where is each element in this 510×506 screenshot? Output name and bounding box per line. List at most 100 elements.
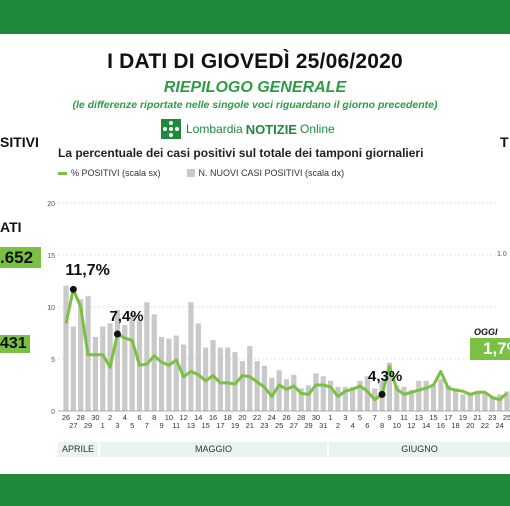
x-tick-label-34: 30 [312,413,320,422]
bar-40 [357,380,363,411]
legend-item-nuovi-casi: N. NUOVI CASI POSITIVI (scala dx) [198,168,345,178]
x-tick-label-17: 13 [187,421,195,430]
bar-60 [504,391,510,411]
x-tick-label-25: 21 [246,421,254,430]
x-tick-label-6: 2 [108,413,112,422]
x-tick-label-33: 29 [304,421,312,430]
x-tick-label-42: 7 [373,413,377,422]
annotation-dot-0 [69,285,77,293]
logo-word-lombardia: Lombardia [186,122,243,136]
x-tick-label-22: 18 [224,413,232,422]
left-panel-label: ATI [0,219,22,235]
x-tick-label-16: 12 [179,413,187,422]
bar-59 [497,394,503,411]
x-tick-label-23: 19 [231,421,239,430]
bar-39 [350,386,356,411]
bar-51 [438,379,444,411]
x-tick-label-55: 20 [466,421,474,430]
x-tick-label-15: 11 [172,421,180,430]
x-tick-label-3: 29 [84,421,92,430]
annotation-may-3: 7,4% [109,308,144,326]
x-tick-label-51: 16 [437,421,445,430]
x-tick-label-49: 14 [422,421,430,430]
bar-38 [342,386,348,411]
left-tick-label-3: 15 [47,253,55,260]
bar-29 [276,370,282,411]
x-tick-label-14: 10 [165,413,173,422]
x-tick-label-36: 1 [329,413,333,422]
bar-22 [225,347,231,411]
x-tick-label-12: 8 [152,413,156,422]
x-tick-label-56: 21 [473,413,481,422]
annotation-dot-1 [113,330,121,338]
bar-13 [158,337,165,411]
chart-title: La percentuale dei casi positivi sul tot… [58,146,424,160]
x-tick-label-26: 22 [253,413,261,422]
bar-30 [283,379,290,411]
x-tick-label-46: 11 [400,413,408,422]
x-tick-label-52: 17 [444,413,452,422]
bar-2 [78,299,84,411]
right-tick-label-0: 1.0 [497,251,507,258]
bar-24 [239,361,245,411]
month-label-aprile: APRILE [58,442,98,457]
bar-15 [173,335,179,411]
bar-26 [254,361,260,411]
x-tick-label-20: 16 [209,413,217,422]
x-tick-label-27: 23 [260,421,268,430]
bar-18 [195,323,201,411]
left-tick-label-0: 0 [51,409,55,416]
x-tick-label-28: 24 [268,413,276,422]
x-tick-label-50: 15 [429,413,437,422]
legend-bar-swatch [186,169,195,177]
annotation-peak-april: 11,7% [65,262,110,280]
x-tick-label-54: 19 [459,413,467,422]
x-tick-label-7: 3 [115,421,119,430]
bar-48 [416,380,422,411]
x-tick-label-30: 26 [282,413,290,422]
x-tick-label-10: 6 [137,413,141,422]
x-tick-label-13: 9 [159,421,163,430]
bar-7 [114,309,121,411]
bar-50 [430,385,437,411]
bar-11 [144,302,150,411]
x-tick-label-41: 6 [365,421,369,430]
month-label-giugno: GIUGNO [329,442,510,457]
bar-23 [232,352,238,411]
x-tick-label-38: 3 [343,413,347,422]
legend-item-positivi: % POSITIVI (scala sx) [71,168,161,178]
bar-45 [394,385,400,411]
bar-25 [247,346,253,411]
x-tick-label-4: 30 [91,413,99,422]
bar-57 [482,392,488,411]
today-label: OGGI [474,327,498,337]
x-tick-label-31: 27 [290,421,298,430]
x-tick-label-59: 24 [495,421,503,430]
x-tick-label-0: 26 [62,413,70,422]
bar-36 [328,380,334,411]
annotation-june-8: 4,3% [368,368,403,386]
x-tick-label-2: 28 [77,413,85,422]
x-tick-label-45: 10 [393,421,401,430]
bar-34 [313,373,319,411]
bar-32 [298,388,304,411]
lombardia-logo-icon [161,119,181,139]
x-tick-label-39: 4 [351,421,355,430]
left-panel-value-2: 431 [0,335,30,353]
page-note: (le differenze riportate nelle singole v… [72,99,438,111]
x-tick-label-24: 20 [238,413,246,422]
positivity-line [64,287,508,402]
x-tick-label-37: 2 [336,421,340,430]
bar-9 [129,312,135,411]
x-tick-label-32: 28 [297,413,305,422]
bar-21 [217,347,223,411]
bar-0 [63,285,69,411]
top-band [0,0,510,34]
bar-41 [364,376,370,411]
x-tick-label-58: 23 [488,413,496,422]
x-tick-label-44: 9 [387,413,391,422]
left-tick-label-2: 10 [47,305,55,312]
bar-35 [320,376,326,411]
logo-word-online: Online [299,122,335,136]
bar-49 [423,380,429,411]
